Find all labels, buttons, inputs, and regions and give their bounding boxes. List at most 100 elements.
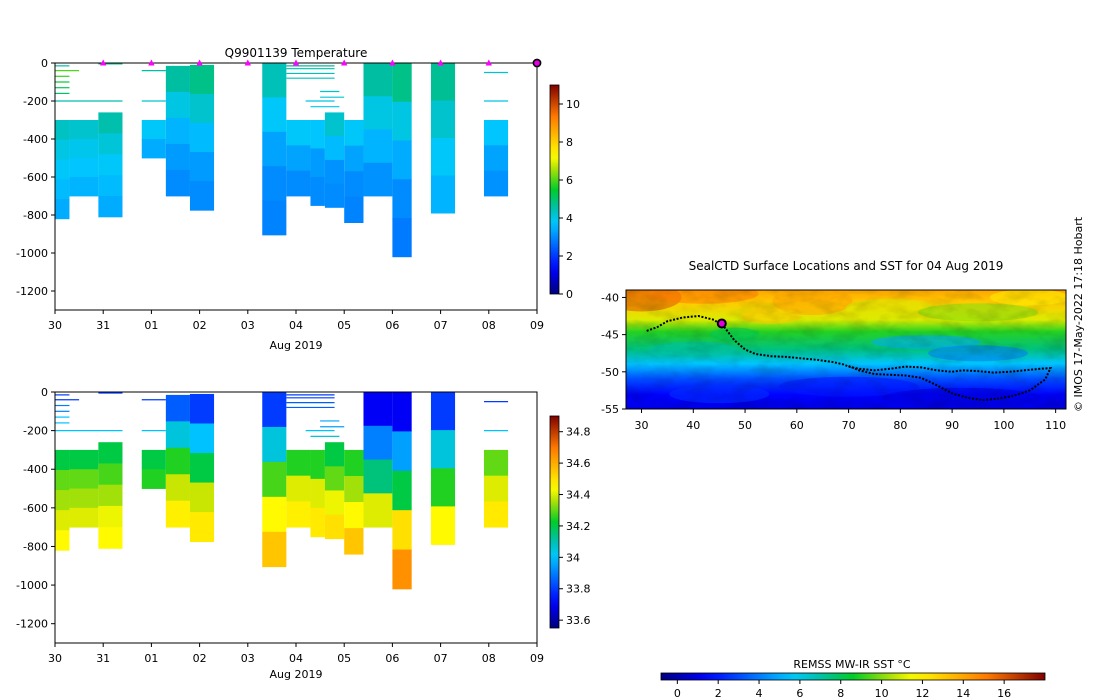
profile-cell xyxy=(189,512,215,543)
profile-cell xyxy=(55,510,70,531)
colorbar-tick-label: 4 xyxy=(566,212,573,225)
map-frame xyxy=(625,289,1067,410)
lon-tick-label: 110 xyxy=(1045,419,1066,432)
profile-cell xyxy=(392,510,412,550)
y-tick-label: 0 xyxy=(41,386,48,399)
profile-cell xyxy=(69,449,99,470)
x-tick-label: 02 xyxy=(193,319,207,332)
y-tick-label: -400 xyxy=(23,133,48,146)
profile-cell xyxy=(165,500,190,528)
profile-marker xyxy=(389,59,396,66)
x-tick-label: 01 xyxy=(144,319,158,332)
profile-cell xyxy=(98,112,123,134)
x-tick-label: 01 xyxy=(144,652,158,665)
lon-tick-label: 60 xyxy=(790,419,804,432)
profile-cell xyxy=(189,181,215,211)
profile-cell xyxy=(262,63,287,98)
profile-cell xyxy=(483,120,509,146)
profile-cell xyxy=(98,484,123,507)
profile-cell xyxy=(286,170,311,197)
lon-tick-label: 100 xyxy=(993,419,1014,432)
profile-cell xyxy=(310,120,325,149)
salinity-colorbar xyxy=(549,415,560,629)
profile-marker xyxy=(437,59,444,66)
profile-cell xyxy=(344,502,364,529)
profile-cell xyxy=(262,166,287,201)
profile-cell xyxy=(286,449,311,477)
map-latitude-axis: -40 -45 -50 -55 xyxy=(601,291,626,416)
profile-cell xyxy=(98,175,123,197)
y-tick-label: -1200 xyxy=(16,285,48,298)
profile-cell xyxy=(392,140,412,180)
x-tick-label: 07 xyxy=(434,652,448,665)
temperature-title: Q9901139 Temperature xyxy=(225,46,368,60)
map-longitude-axis: 30 40 50 60 70 80 90 100 110 xyxy=(635,409,1066,432)
sst-map-panel: SealCTD Surface Locations and SST for 04… xyxy=(601,216,1085,700)
profile-cell xyxy=(392,63,412,103)
colorbar-tick-label: 2 xyxy=(566,250,573,263)
x-tick-label: 02 xyxy=(193,652,207,665)
profile-cell xyxy=(392,218,412,258)
profile-cell xyxy=(262,496,287,533)
map-colorbar-tick-label: 8 xyxy=(837,687,844,700)
x-tick-label: 09 xyxy=(530,652,544,665)
profile-cell xyxy=(55,199,70,220)
x-tick-label: 06 xyxy=(385,652,399,665)
profile-cell xyxy=(286,501,311,528)
profile-cell xyxy=(141,139,166,159)
profile-cell xyxy=(483,170,509,197)
profile-cell xyxy=(165,91,190,119)
lon-tick-label: 40 xyxy=(686,419,700,432)
profile-cell xyxy=(324,159,345,185)
x-tick-label: 08 xyxy=(482,319,496,332)
profile-cell xyxy=(189,64,215,95)
y-tick-label: -200 xyxy=(23,95,48,108)
profile-cell xyxy=(141,449,166,470)
y-tick-label: -1000 xyxy=(16,579,48,592)
profile-cell xyxy=(430,468,456,507)
profile-cell xyxy=(189,123,215,153)
profile-cell xyxy=(324,136,345,161)
x-tick-label: 08 xyxy=(482,652,496,665)
profile-cell xyxy=(98,505,123,528)
profile-cell xyxy=(483,501,509,528)
x-tick-label: 09 xyxy=(530,319,544,332)
profile-cell xyxy=(189,482,215,513)
profile-cell xyxy=(262,97,287,133)
profile-cell xyxy=(55,470,70,491)
profile-cell xyxy=(286,120,311,146)
profile-marker xyxy=(341,59,348,66)
x-tick-label: 31 xyxy=(96,652,110,665)
profile-cell xyxy=(165,474,190,502)
profile-cell xyxy=(324,490,345,516)
profile-cell xyxy=(189,152,215,182)
profile-cell xyxy=(262,131,287,167)
profile-cell xyxy=(324,442,345,467)
salinity-panel: 0 -200 -400 -600 -800 -1000 -1200 30 31 01 02 03 04… xyxy=(16,386,590,681)
profile-cell xyxy=(430,100,456,139)
salinity-colorbar-ticks: 33.6 33.8 34 34.2 34.4 34.6 34.8 xyxy=(559,426,591,627)
y-tick-label: -1200 xyxy=(16,618,48,631)
profile-cell xyxy=(55,490,70,511)
profile-cell xyxy=(69,469,99,489)
profile-cell xyxy=(310,449,325,480)
profile-cell xyxy=(98,527,123,549)
profile-marker xyxy=(244,59,251,66)
profile-cell xyxy=(430,430,456,469)
profile-cell xyxy=(165,421,190,449)
profile-cell xyxy=(324,514,345,540)
colorbar-tick-label: 34 xyxy=(566,551,580,564)
profile-marker xyxy=(292,59,300,66)
profile-cell xyxy=(344,528,364,555)
salinity-y-axis: 0 -200 -400 -600 -800 -1000 -1200 xyxy=(16,386,55,631)
profile-cell xyxy=(165,117,190,145)
x-tick-label: 31 xyxy=(96,319,110,332)
lon-tick-label: 90 xyxy=(945,419,959,432)
map-colorbar xyxy=(660,672,1046,681)
temperature-colorbar-ticks: 0 2 4 6 8 10 xyxy=(559,98,580,301)
latest-profile-marker xyxy=(532,58,542,68)
x-tick-label: 06 xyxy=(385,319,399,332)
profile-marker xyxy=(485,59,492,66)
latest-location-marker xyxy=(716,318,727,329)
profile-cell xyxy=(324,112,345,137)
